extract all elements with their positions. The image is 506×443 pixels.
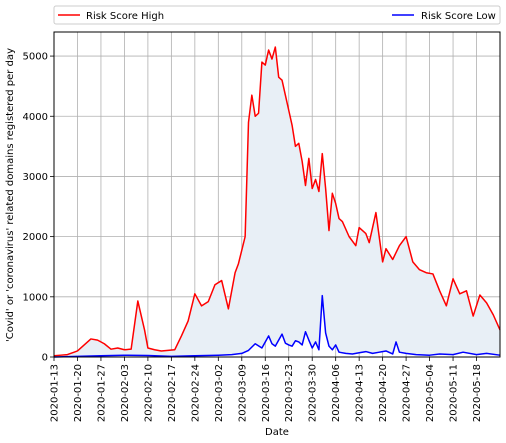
series-line-risk-high	[53, 46, 501, 357]
series-lines	[53, 46, 501, 358]
x-tick-label: 2020-01-20	[73, 364, 84, 422]
x-tick-label: 2020-05-04	[425, 364, 436, 422]
x-axis-label: Date	[265, 427, 289, 438]
y-tick-label: 0	[42, 353, 48, 364]
x-tick-label: 2020-01-13	[50, 364, 61, 422]
x-tick-label: 2020-03-16	[261, 364, 272, 422]
y-axis: 0 1000 2000 3000 4000 5000	[23, 52, 54, 364]
x-tick-label: 2020-02-10	[143, 364, 154, 422]
x-tick-label: 2020-03-23	[284, 364, 295, 422]
x-tick-label: 2020-03-02	[214, 364, 225, 422]
x-tick-label: 2020-04-27	[402, 364, 413, 422]
legend-frame	[53, 5, 501, 25]
y-tick-label: 3000	[23, 172, 48, 183]
y-tick-label: 1000	[23, 292, 48, 303]
x-tick-label: 2020-05-18	[472, 364, 483, 422]
y-tick-label: 4000	[23, 112, 48, 123]
area-fill	[54, 47, 500, 358]
legend-label-low: Risk Score Low	[421, 11, 496, 22]
x-tick-label: 2020-04-06	[331, 364, 342, 422]
plot-frame	[53, 31, 501, 358]
legend: Risk Score High Risk Score Low	[53, 5, 501, 25]
y-axis-label: 'Covid' or 'coronavirus' related domains…	[5, 48, 16, 342]
x-tick-label: 2020-02-24	[190, 364, 201, 422]
x-tick-label: 2020-02-17	[167, 364, 178, 422]
x-tick-label: 2020-03-30	[308, 364, 319, 422]
x-tick-label: 2020-03-09	[237, 364, 248, 422]
series-line-risk-low	[53, 294, 501, 358]
legend-label-high: Risk Score High	[86, 11, 164, 22]
x-tick-label: 2020-01-27	[96, 364, 107, 422]
x-tick-label: 2020-04-20	[378, 364, 389, 422]
y-tick-label: 5000	[23, 52, 48, 63]
x-tick-label: 2020-05-11	[449, 364, 460, 422]
x-axis: 2020-01-13 2020-01-20 2020-01-27 2020-02-03…	[50, 357, 483, 422]
x-tick-label: 2020-02-03	[120, 364, 131, 422]
x-tick-label: 2020-04-13	[355, 364, 366, 422]
y-tick-label: 2000	[23, 232, 48, 243]
